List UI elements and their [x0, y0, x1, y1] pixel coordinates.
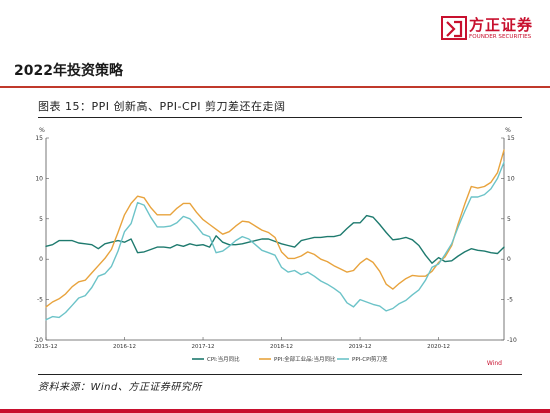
x-tick-label: 2015-12: [35, 344, 58, 350]
y-tick-label-left: -5: [37, 297, 43, 304]
y-tick-label-right: 15: [507, 135, 515, 142]
y-tick-label-right: 0: [507, 256, 511, 263]
series-line-2: [45, 149, 505, 308]
brand-name: 方正证券: [469, 16, 534, 34]
x-tick-label: 2016-12: [113, 344, 136, 350]
y-tick-label-left: 0: [39, 256, 43, 263]
chart-container: %% 15 10 5 0 -5 -10 15 10 5 0 -5 -10 2015-12 2016-12 20…: [33, 118, 530, 372]
series-line-1: [45, 214, 505, 264]
x-tick-label: 2017-12: [192, 344, 215, 350]
series-line-3: [45, 161, 505, 321]
caption-divider: [38, 117, 522, 118]
y-unit-right: %: [505, 127, 511, 134]
y-tick-label-left: 15: [35, 135, 43, 142]
brand-logo: 方正证券 FOUNDER SECURITIES: [441, 14, 534, 48]
y-tick-label-left: 5: [39, 216, 43, 223]
brand-subtitle: FOUNDER SECURITIES: [469, 34, 532, 40]
brand-mark-icon: [441, 16, 467, 40]
y-tick-label-left: 10: [35, 175, 43, 182]
legend-label: PPI:全部工业品:当月同比: [274, 355, 336, 363]
wind-watermark: Wind: [487, 360, 502, 367]
x-tick-label: 2020-12: [427, 344, 450, 350]
y-unit-left: %: [39, 127, 45, 134]
y-tick-label-right: 5: [507, 216, 511, 223]
legend-label: PPI-CPI剪刀差: [352, 355, 388, 363]
source-divider: [38, 374, 522, 375]
legend-label: CPI:当月同比: [207, 355, 240, 363]
header-divider: [0, 86, 550, 88]
source-note: 资料来源：Wind、方正证券研究所: [38, 382, 202, 393]
x-tick-label: 2018-12: [270, 344, 293, 350]
x-tick-label: 2019-12: [349, 344, 372, 350]
y-tick-label-right: -5: [507, 297, 513, 304]
y-tick-label-left: -10: [34, 337, 43, 344]
y-tick-label-right: 10: [507, 175, 515, 182]
y-tick-label-right: -10: [507, 337, 517, 344]
figure-caption: 图表 15：PPI 创新高、PPI-CPI 剪刀差还在走阔: [38, 100, 286, 113]
bottom-bar: [0, 409, 550, 413]
section-title: 2022年投资策略: [14, 63, 123, 79]
